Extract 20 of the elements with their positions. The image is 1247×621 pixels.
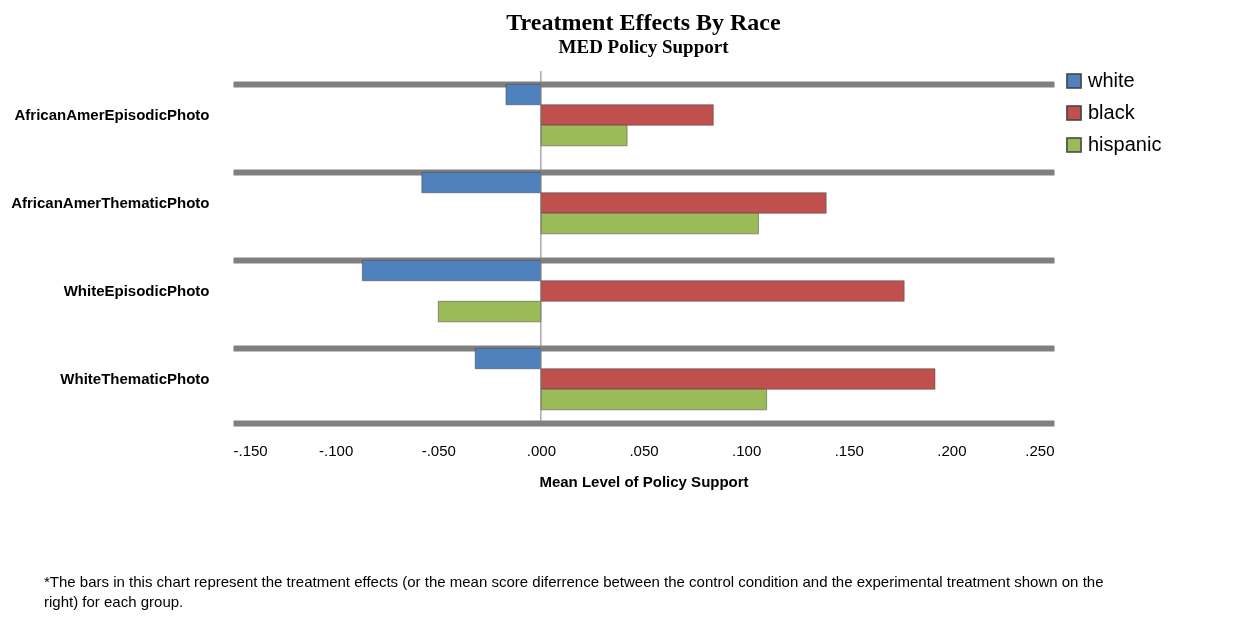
- x-tick-label: -.100: [319, 441, 354, 459]
- x-tick-label: .250: [1025, 441, 1055, 459]
- x-tick-label: -.150: [233, 441, 268, 459]
- legend-label: black: [1088, 101, 1136, 123]
- legend-label: white: [1087, 69, 1135, 91]
- y-tick-label: AfricanAmerThematicPhoto: [11, 194, 210, 211]
- x-tick-label: -.050: [421, 441, 456, 459]
- x-tick-label: .000: [526, 441, 556, 459]
- chart-title: Treatment Effects By Race: [506, 8, 782, 35]
- x-tick-label: .100: [732, 441, 762, 459]
- y-tick-label: WhiteEpisodicPhoto: [63, 282, 210, 299]
- y-tick-label: AfricanAmerEpisodicPhoto: [14, 106, 210, 123]
- x-tick-label: .200: [937, 441, 967, 459]
- x-tick-label: .150: [834, 441, 864, 459]
- chart-subtitle: MED Policy Support: [558, 35, 730, 57]
- y-tick-label: WhiteThematicPhoto: [60, 370, 210, 387]
- x-axis-title: Mean Level of Policy Support: [539, 472, 749, 490]
- legend-label: hispanic: [1088, 133, 1162, 155]
- text: *The bars in this chart represent the treatment effects (or the mean score diferrence between the control condition and the experimental treatment shown on the right) for each group.: [44, 572, 1105, 612]
- x-tick-label: .050: [629, 441, 659, 459]
